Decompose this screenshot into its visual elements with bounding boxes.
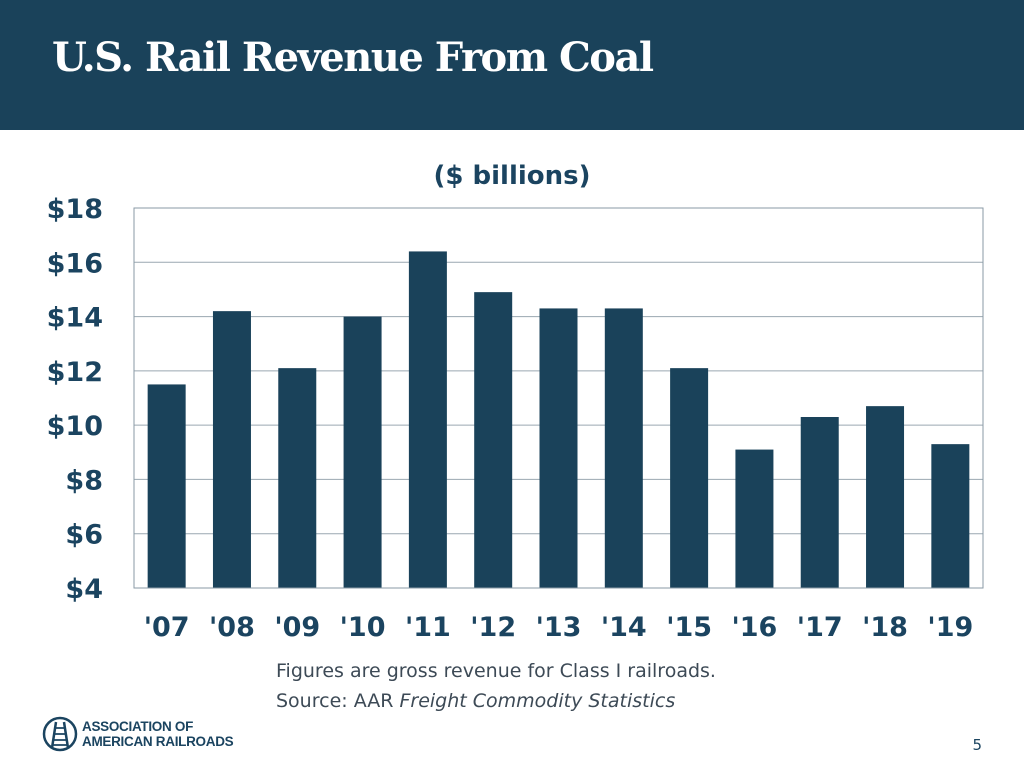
bar-09 [278, 368, 317, 588]
aar-logo: ASSOCIATION OF AMERICAN RAILROADS [42, 714, 242, 756]
logo-text: ASSOCIATION OF AMERICAN RAILROADS [82, 719, 234, 749]
y-axis-ticks: $4 $6 $8 $10 $12 $14 $16 $18 [47, 194, 103, 605]
bar-19 [931, 444, 970, 588]
x-tick-label: '09 [274, 612, 320, 643]
railroad-logo-icon [42, 716, 78, 752]
source-prefix: Source: AAR [276, 690, 400, 712]
bar-13 [539, 308, 578, 588]
page-number: 5 [972, 736, 982, 754]
x-tick-label: '12 [470, 612, 516, 643]
bar-12 [474, 292, 513, 588]
x-tick-label: '19 [927, 612, 973, 643]
logo-line-2: AMERICAN RAILROADS [82, 734, 234, 749]
source-title: Freight Commodity Statistics [399, 690, 676, 712]
page-title: U.S. Rail Revenue From Coal [52, 34, 654, 81]
bar-11 [408, 251, 447, 588]
x-tick-label: '15 [666, 612, 712, 643]
bar-16 [735, 449, 774, 588]
x-tick-label: '10 [340, 612, 386, 643]
x-tick-label: '14 [601, 612, 647, 643]
x-tick-label: '17 [797, 612, 843, 643]
bar-17 [800, 417, 839, 588]
x-tick-label: '08 [209, 612, 255, 643]
bar-14 [604, 308, 643, 588]
footnote-figures: Figures are gross revenue for Class I ra… [276, 660, 716, 682]
y-tick-label: $10 [47, 411, 103, 442]
bar-15 [670, 368, 709, 588]
x-tick-label: '18 [862, 612, 908, 643]
y-tick-label: $18 [47, 194, 103, 225]
chart-subtitle: ($ billions) [433, 161, 590, 191]
y-tick-label: $6 [65, 520, 103, 551]
y-tick-label: $16 [47, 248, 103, 279]
x-tick-label: '07 [144, 612, 190, 643]
header-bar: U.S. Rail Revenue From Coal [0, 0, 1024, 130]
bar-18 [866, 406, 905, 588]
x-tick-label: '16 [732, 612, 778, 643]
footnote-source: Source: AAR Freight Commodity Statistics [276, 690, 675, 712]
x-tick-label: '13 [536, 612, 582, 643]
y-tick-label: $4 [65, 574, 103, 605]
y-tick-label: $14 [47, 303, 103, 334]
y-tick-label: $12 [47, 357, 103, 388]
x-axis-ticks: '07 '08 '09 '10 '11 '12 '13 '14 '15 '16 '17 '18 '19 [144, 612, 974, 643]
x-tick-label: '11 [405, 612, 451, 643]
y-tick-label: $8 [65, 465, 103, 496]
plot-frame [133, 207, 984, 589]
bar-08 [212, 311, 251, 588]
bar-10 [343, 316, 382, 588]
bar-07 [147, 384, 186, 588]
bars [147, 251, 970, 588]
logo-line-1: ASSOCIATION OF [82, 719, 194, 734]
